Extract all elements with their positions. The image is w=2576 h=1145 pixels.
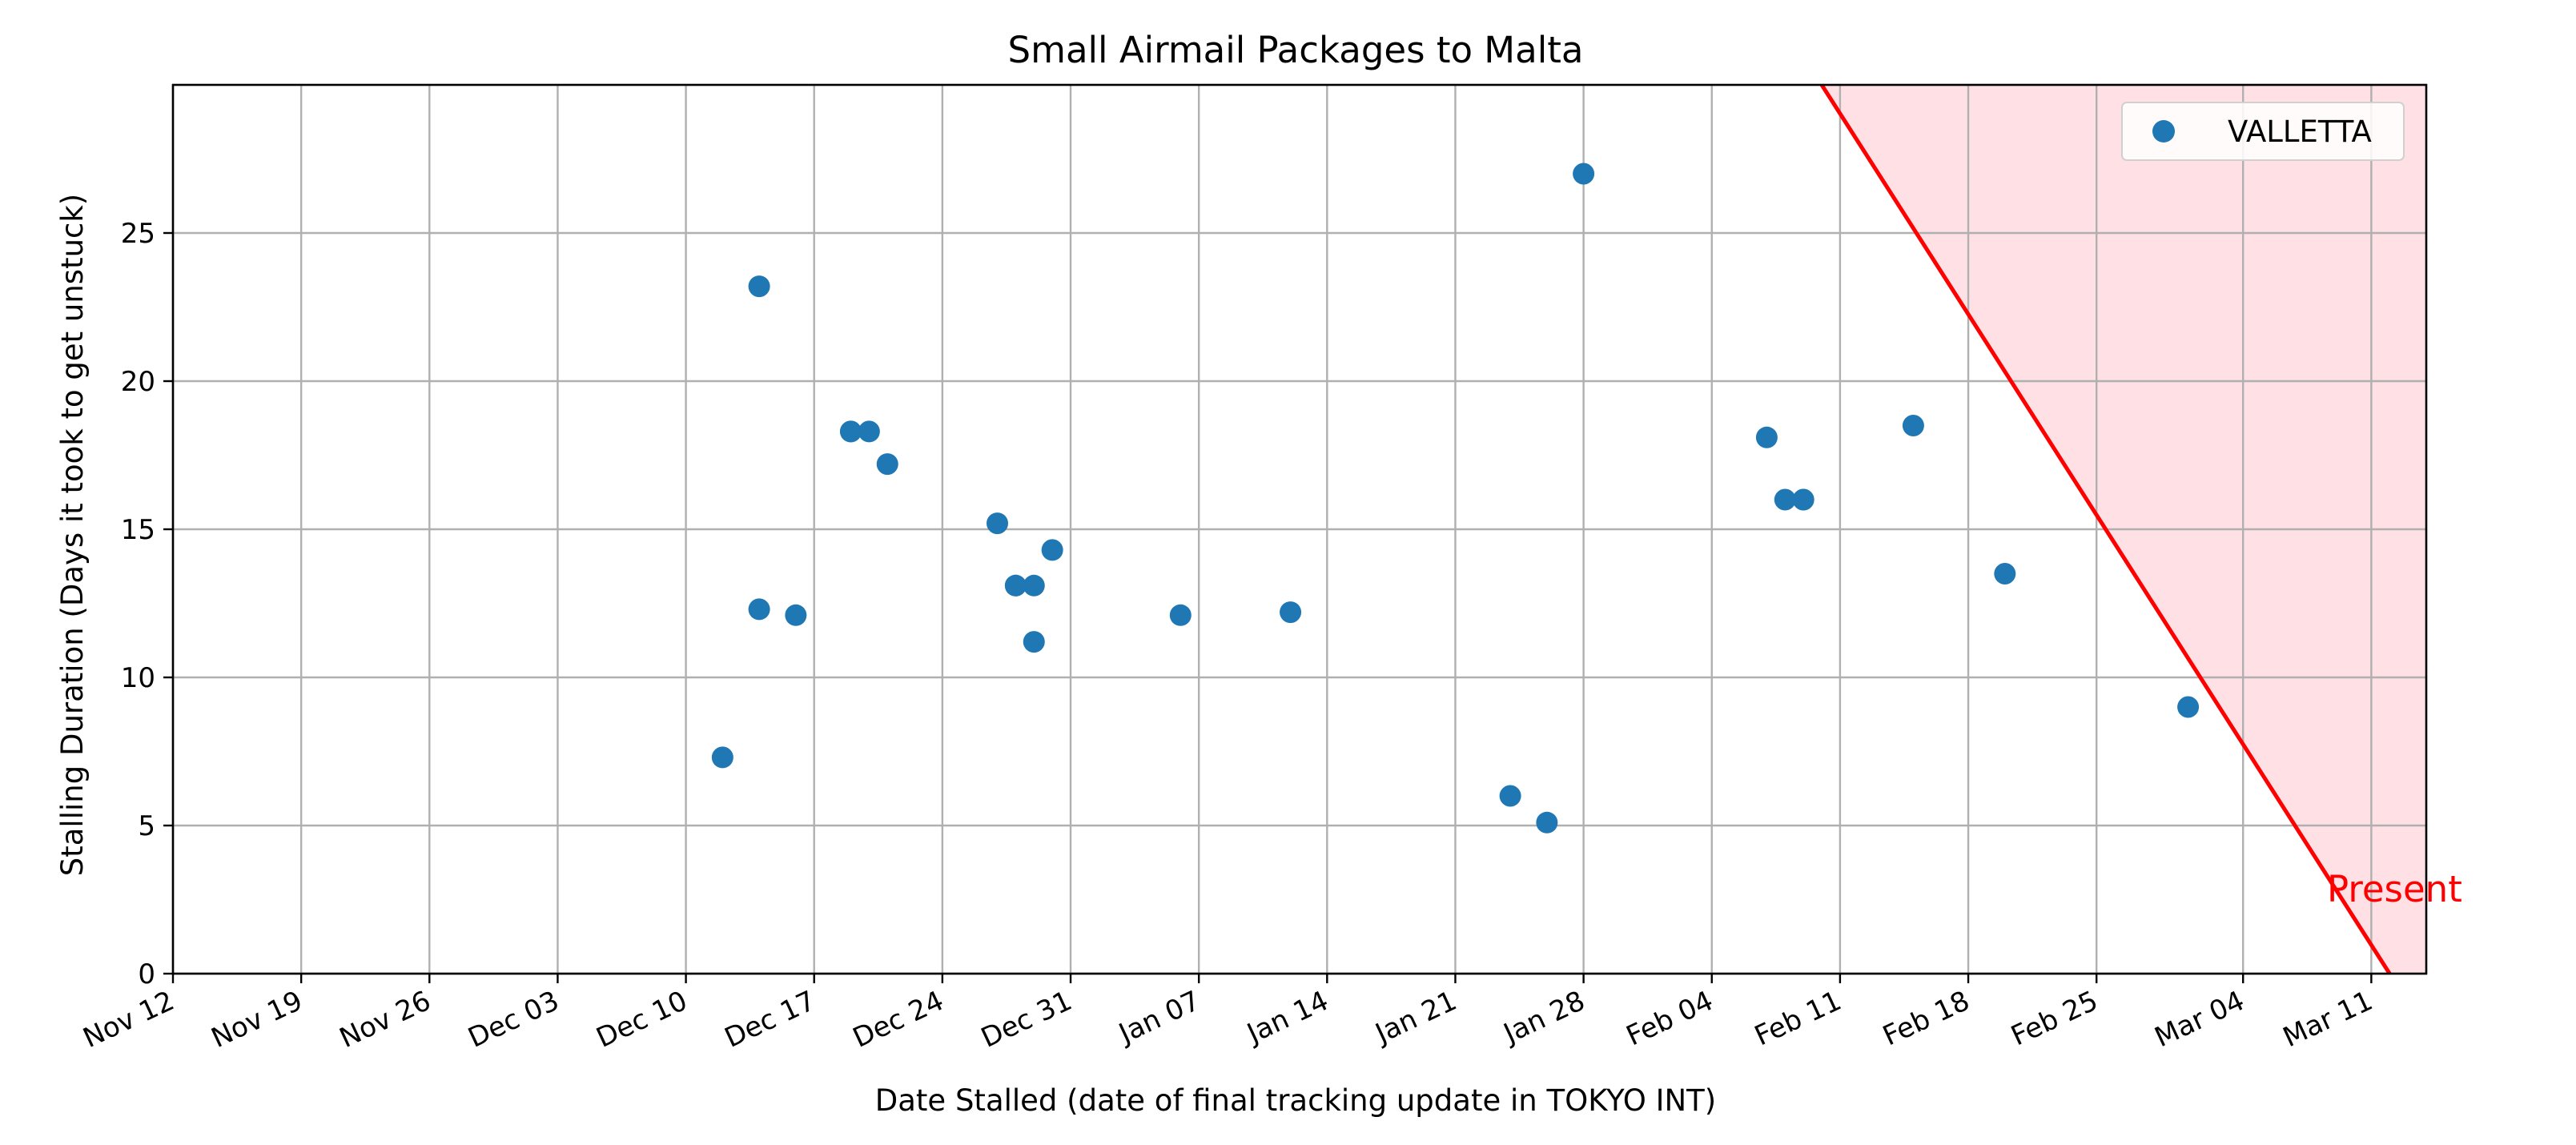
x-axis-title: Date Stalled (date of final tracking upd…: [875, 1083, 1716, 1118]
data-point: [748, 598, 770, 621]
legend-box: [2121, 102, 2405, 161]
data-point: [1774, 488, 1796, 511]
legend-label-valletta: VALLETTA: [2228, 114, 2372, 149]
data-point: [2177, 696, 2200, 718]
data-point: [711, 746, 733, 769]
data-point: [1755, 426, 1778, 448]
data-point: [1902, 415, 1924, 436]
data-point: [839, 420, 862, 443]
y-tick-label: 15: [121, 514, 155, 546]
data-point: [858, 420, 880, 443]
legend-marker-valletta: [2152, 120, 2175, 143]
data-point: [785, 604, 807, 626]
data-point: [987, 512, 1009, 535]
data-point: [1041, 539, 1063, 561]
data-point: [876, 453, 898, 476]
y-tick-label: 0: [138, 958, 155, 990]
data-point: [1573, 163, 1595, 185]
data-point: [1280, 601, 1302, 624]
present-annotation: Present: [2327, 868, 2462, 910]
data-point: [1023, 631, 1045, 653]
points-layer: [711, 163, 2200, 834]
threshold-layer: [1819, 83, 2392, 975]
data-point: [1169, 604, 1192, 626]
y-tick-label: 5: [138, 810, 155, 842]
data-point: [1792, 488, 1814, 511]
y-tick-layer: 0 5 10 15 20 25: [121, 218, 173, 990]
data-point: [1499, 785, 1521, 807]
data-point: [1994, 563, 2016, 585]
data-point: [1023, 574, 1045, 597]
y-tick-label: 10: [121, 662, 155, 694]
y-tick-label: 25: [121, 218, 155, 250]
legend: VALLETTA: [2121, 102, 2405, 161]
data-point: [1004, 574, 1027, 597]
y-axis-title: Stalling Duration (Days it took to get u…: [55, 194, 90, 876]
data-point: [1536, 811, 1558, 834]
threshold-line: [1819, 83, 2392, 975]
data-point: [748, 275, 770, 298]
chart-title: Small Airmail Packages to Malta: [1008, 29, 1584, 71]
y-tick-label: 20: [121, 366, 155, 398]
